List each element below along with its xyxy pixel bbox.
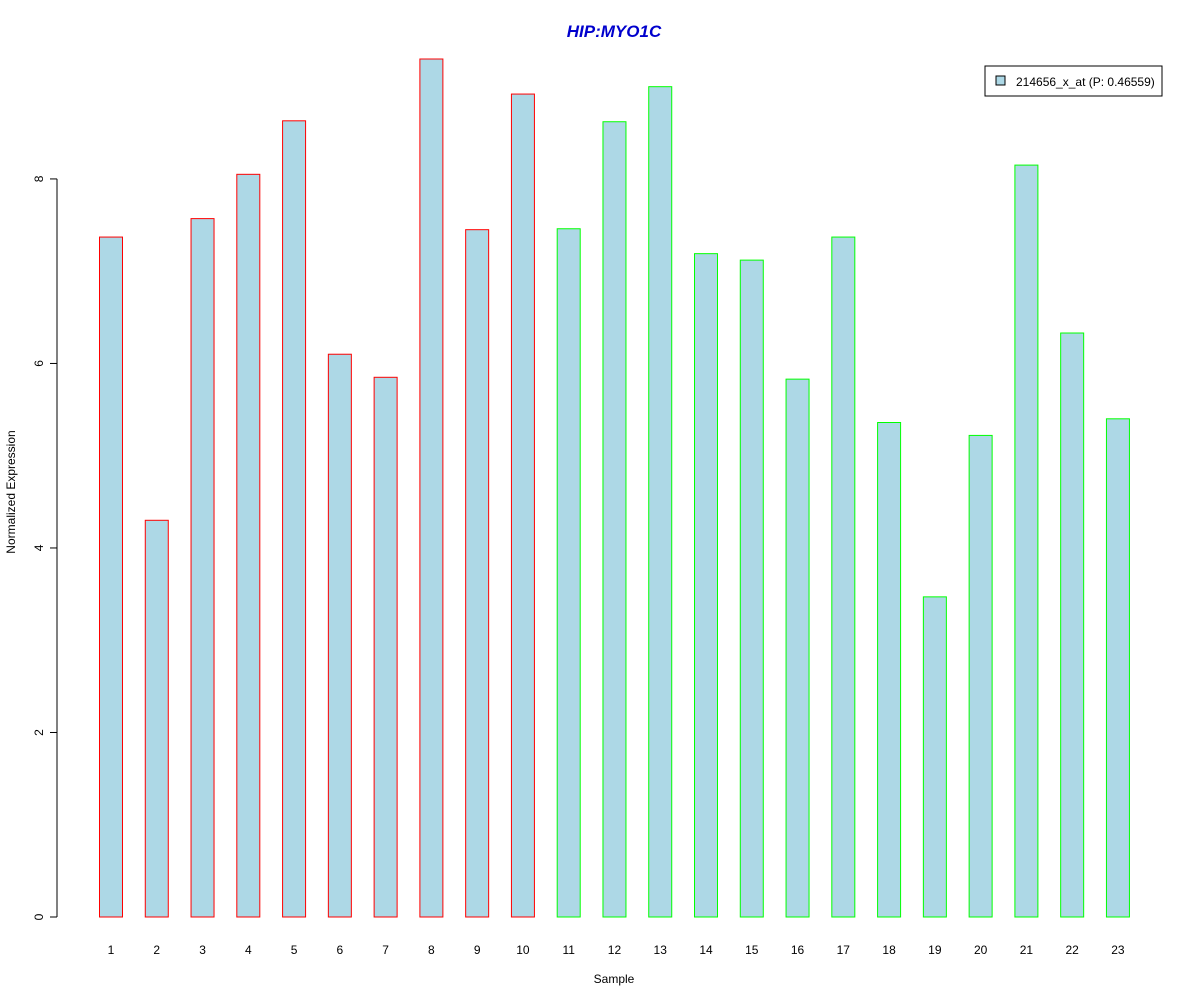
bar-sample-1: [99, 236, 123, 918]
x-tick-label: 9: [474, 943, 481, 957]
bar-sample-15: [739, 259, 764, 918]
y-tick-label: 6: [32, 360, 46, 367]
y-axis-title: Normalized Expression: [4, 430, 18, 553]
x-tick-label: 12: [608, 943, 622, 957]
bar-sample-16: [785, 378, 810, 918]
legend-label: 214656_x_at (P: 0.46559): [1016, 75, 1155, 89]
bar-sample-17: [831, 236, 856, 918]
bar-sample-10: [510, 93, 535, 918]
x-tick-label: 1: [108, 943, 115, 957]
x-tick-label: 7: [382, 943, 389, 957]
bar-sample-12: [602, 121, 627, 918]
bar-sample-9: [465, 229, 490, 918]
bar-sample-13: [648, 86, 673, 918]
x-tick-label: 20: [974, 943, 988, 957]
x-tick-label: 6: [337, 943, 344, 957]
x-tick-label: 21: [1020, 943, 1034, 957]
bar-sample-3: [190, 218, 215, 918]
bar-sample-18: [877, 422, 902, 918]
bar-sample-5: [282, 120, 307, 918]
bar-sample-4: [236, 173, 261, 918]
x-tick-label: 17: [837, 943, 851, 957]
x-axis-labels: 1 2 3 4 5 6 7 8 9 10 11 12 13 14 15 16 17 18 19 20 21 22 23: [108, 943, 1125, 957]
x-tick-label: 13: [654, 943, 668, 957]
chart-title: HIP:MYO1C: [567, 22, 662, 41]
legend: 214656_x_at (P: 0.46559): [984, 65, 1163, 97]
bar-sample-8: [419, 58, 444, 918]
x-tick-label: 18: [882, 943, 896, 957]
bar-sample-2: [144, 519, 169, 918]
bar-sample-6: [327, 353, 352, 918]
x-tick-label: 22: [1065, 943, 1079, 957]
bar-sample-14: [694, 253, 719, 918]
bar-sample-19: [922, 596, 947, 918]
legend-box: [984, 65, 1163, 97]
y-tick-label: 2: [32, 729, 46, 736]
x-axis-title: Sample: [594, 972, 635, 986]
y-tick-label: 0: [32, 913, 46, 920]
bar-sample-11: [556, 228, 581, 918]
x-tick-label: 8: [428, 943, 435, 957]
bars-group: [99, 58, 1130, 918]
bar-sample-21: [1014, 164, 1039, 918]
y-tick-label: 4: [32, 544, 46, 551]
x-tick-label: 5: [291, 943, 298, 957]
bar-sample-7: [373, 376, 398, 918]
x-tick-label: 2: [153, 943, 160, 957]
x-tick-label: 23: [1111, 943, 1125, 957]
bar-sample-22: [1060, 332, 1085, 918]
legend-swatch: [995, 75, 1006, 86]
x-tick-label: 11: [562, 943, 575, 957]
x-tick-label: 16: [791, 943, 805, 957]
x-tick-label: 3: [199, 943, 206, 957]
x-tick-label: 14: [699, 943, 713, 957]
y-tick-label: 8: [32, 175, 46, 182]
x-tick-label: 4: [245, 943, 252, 957]
x-tick-label: 10: [516, 943, 530, 957]
x-tick-label: 19: [928, 943, 942, 957]
bar-sample-20: [968, 434, 993, 918]
x-tick-label: 15: [745, 943, 759, 957]
y-axis: 0 2 4 6 8: [32, 175, 58, 920]
bar-sample-23: [1105, 418, 1130, 918]
